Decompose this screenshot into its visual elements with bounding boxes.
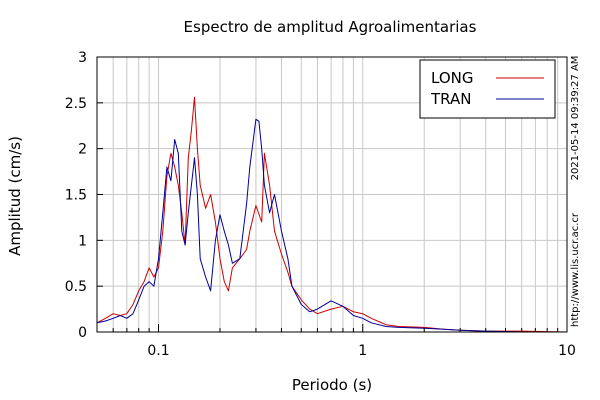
chart-title: Espectro de amplitud Agroalimentarias (184, 18, 477, 36)
series-line-tran (96, 118, 567, 333)
y-tick-label: 1 (78, 233, 87, 249)
y-tick-label: 3 (78, 50, 87, 66)
x-tick-label: 10 (558, 343, 576, 359)
y-tick-label: 2.5 (65, 96, 87, 112)
x-tick-label: 1 (358, 343, 367, 359)
y-tick-label: 2 (78, 142, 87, 158)
y-tick-label: 0 (78, 325, 87, 341)
y-axis-label: Amplitud (cm/s) (6, 136, 24, 256)
legend-box (419, 59, 556, 119)
timestamp-annotation: 2021-05-14 09:39:27 AM (570, 56, 581, 181)
y-tick-label: 1.5 (65, 188, 87, 204)
legend-label-long: LONG (431, 69, 473, 87)
legend: LONG TRAN (419, 59, 556, 119)
series-line-long (96, 96, 568, 333)
legend-label-tran: TRAN (430, 90, 471, 108)
series-lines (96, 96, 568, 333)
axis-ticks: 0 0.5 1 1.5 2 2.5 3 0.1 1 10 (65, 50, 576, 359)
y-tick-label: 0.5 (65, 279, 87, 295)
x-tick-label: 0.1 (147, 343, 169, 359)
source-url-annotation: http://www.lis.ucr.ac.cr (570, 212, 581, 327)
x-axis-label: Periodo (s) (292, 376, 372, 394)
